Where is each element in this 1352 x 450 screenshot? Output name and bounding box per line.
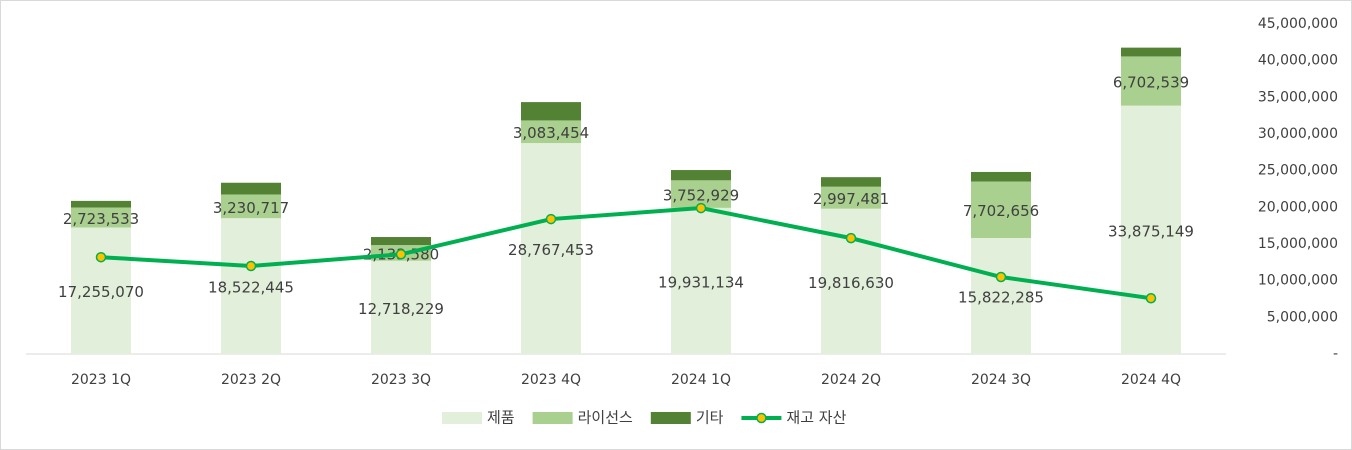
legend-marker (756, 412, 767, 424)
bar-segment (671, 207, 731, 354)
x-tick-label: 2024 1Q (671, 372, 731, 388)
legend-label: 제품 (487, 409, 515, 427)
bar-segment (821, 177, 881, 187)
data-label: 18,522,445 (208, 279, 294, 297)
line (100, 206, 1152, 301)
data-label: 19,931,134 (658, 273, 744, 291)
data-label: 33,875,149 (1108, 222, 1194, 240)
bar-segment (71, 200, 131, 208)
line-marker (1145, 293, 1157, 304)
x-tick-label: 2024 2Q (821, 372, 881, 388)
bar-segment (971, 171, 1031, 182)
bar-segment (221, 194, 281, 219)
data-label: 3,752,929 (663, 187, 739, 205)
y-tick-label: 5,000,000 (1267, 309, 1338, 325)
bar-segment (521, 120, 581, 144)
bar-segment (521, 143, 581, 354)
y-tick-label: 45,000,000 (1258, 16, 1338, 32)
data-label: 12,718,229 (358, 300, 444, 318)
x-tick-label: 2023 1Q (71, 372, 131, 388)
bar-segment (971, 181, 1031, 238)
y-tick-label: 20,000,000 (1258, 199, 1338, 215)
data-label: 6,702,539 (1113, 74, 1189, 92)
line-marker (245, 260, 257, 272)
data-label: 19,816,630 (808, 274, 894, 292)
data-label: 2,723,533 (63, 210, 139, 228)
data-label: 7,702,656 (963, 202, 1039, 220)
bar-segment (1121, 47, 1181, 57)
x-tick-label: 2023 2Q (221, 372, 281, 388)
bar-segment (521, 102, 581, 121)
bar-segment (1121, 105, 1181, 354)
data-label: 2,997,481 (813, 190, 889, 208)
line-marker (395, 249, 407, 260)
x-tick-label: 2024 3Q (971, 372, 1031, 388)
bar-segment (71, 207, 131, 228)
legend-swatch (650, 412, 691, 424)
y-tick-label: 10,000,000 (1258, 273, 1338, 289)
y-tick-label: 15,000,000 (1258, 236, 1338, 252)
y-tick-label: 40,000,000 (1258, 53, 1338, 69)
legend-swatch (532, 412, 573, 424)
y-tick-label: 25,000,000 (1258, 163, 1338, 179)
x-tick-label: 2024 4Q (1121, 372, 1181, 388)
bar-segment (1121, 56, 1181, 106)
bar-segment (371, 237, 431, 246)
legend-swatch (442, 412, 482, 424)
bar-segment (821, 186, 881, 209)
legend-label: 기타 (696, 409, 724, 427)
line-marker (695, 202, 707, 214)
line-marker (845, 232, 857, 244)
bar-segment (221, 218, 281, 354)
data-label: 3,083,454 (513, 124, 589, 142)
data-label: 15,822,285 (958, 288, 1044, 306)
line-marker (545, 213, 557, 225)
bar-segment (971, 237, 1031, 354)
data-label: 17,255,070 (58, 283, 144, 301)
bar-segment (371, 260, 431, 354)
data-label: 28,767,453 (508, 241, 594, 259)
y-tick-label: 30,000,000 (1258, 126, 1338, 142)
y-tick-label: - (1333, 346, 1338, 362)
legend-label: 재고 자산 (786, 409, 846, 427)
y-tick-label: 35,000,000 (1258, 89, 1338, 105)
bar-segment (221, 182, 281, 195)
x-tick-label: 2023 4Q (521, 372, 581, 388)
data-label: 3,230,717 (213, 199, 289, 217)
x-tick-label: 2023 3Q (371, 372, 431, 388)
bar-segment (71, 227, 131, 354)
line-marker (995, 271, 1007, 283)
legend-label: 라이선스 (578, 409, 633, 427)
line-marker (95, 251, 107, 263)
bar-segment (671, 170, 731, 181)
